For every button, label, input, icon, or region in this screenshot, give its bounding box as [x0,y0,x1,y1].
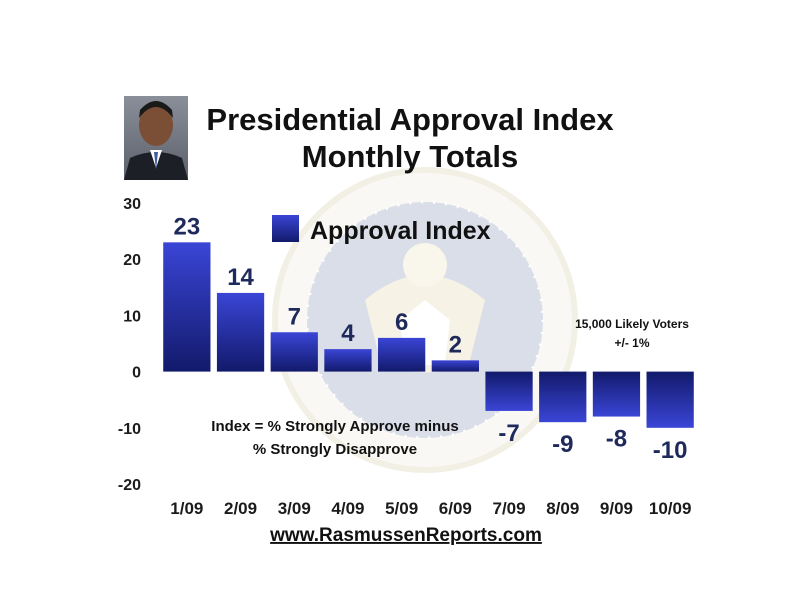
bar-5-09 [378,337,426,372]
legend-label: Approval Index [310,217,491,245]
data-label: -8 [606,426,627,453]
x-tick-label: 9/09 [600,499,633,518]
y-tick-label: -20 [118,477,141,494]
y-tick-label: 10 [123,308,141,325]
bar-6-09 [431,360,479,372]
bar-9-09 [592,371,641,417]
bar-1-09 [163,242,211,372]
data-label: -9 [552,431,573,458]
bar-2-09 [216,292,265,372]
chart-title: Presidential Approval Index [206,102,614,137]
y-tick-label: -10 [118,421,141,438]
data-label: -10 [653,437,688,464]
data-label: -7 [498,420,519,447]
bar-3-09 [270,332,318,372]
y-tick-label: 20 [123,252,141,269]
sample-note: 15,000 Likely Voters +/- 1% [575,317,689,350]
x-tick-label: 6/09 [439,499,472,518]
data-label: 2 [449,331,462,358]
x-tick-label: 1/09 [170,499,203,518]
data-label: 23 [173,213,200,240]
bar-10-09 [646,371,694,428]
x-tick-label: 5/09 [385,499,418,518]
x-tick-label: 4/09 [331,499,364,518]
sample-note-line2: +/- 1% [614,336,649,350]
data-label: 7 [288,303,301,330]
y-tick-label: 0 [132,365,141,382]
x-tick-label: 8/09 [546,499,579,518]
x-axis: 1/09 2/09 3/09 4/09 5/09 6/09 7/09 8/09 9/09 10/0… [170,499,691,518]
y-axis: -20 -10 0 10 20 30 [118,196,141,494]
presidential-seal-watermark [272,167,578,473]
chart-subtitle: Monthly Totals [302,139,518,174]
data-label: 4 [341,320,355,347]
bar-8-09 [539,371,587,423]
x-tick-label: 3/09 [278,499,311,518]
x-tick-label: 2/09 [224,499,257,518]
x-tick-label: 10/09 [649,499,692,518]
sample-note-line1: 15,000 Likely Voters [575,317,689,331]
data-labels: 23 14 7 4 6 2 -7 -9 -8 -10 [173,213,687,463]
legend: Approval Index [272,215,491,245]
bar-4-09 [324,349,372,372]
source-url: www.RasmussenReports.com [269,525,542,546]
x-tick-label: 7/09 [493,499,526,518]
definition-note-line2: % Strongly Disapprove [253,441,417,458]
data-label: 6 [395,309,408,336]
bar-7-09 [485,371,533,411]
y-tick-label: 30 [123,196,141,213]
bars [163,242,694,428]
data-label: 14 [227,264,254,291]
definition-note: Index = % Strongly Approve minus % Stron… [211,418,458,458]
president-portrait [124,96,188,180]
definition-note-line1: Index = % Strongly Approve minus [211,418,458,435]
legend-swatch [272,215,299,242]
